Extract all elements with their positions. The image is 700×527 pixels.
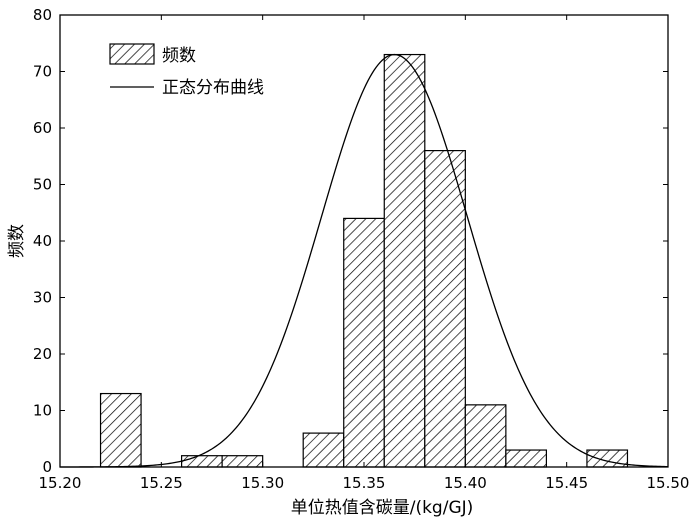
- x-tick-label: 15.20: [39, 474, 82, 492]
- histogram-bar: [424, 150, 466, 468]
- x-tick-label: 15.30: [241, 474, 284, 492]
- x-tick-label: 15.35: [343, 474, 386, 492]
- legend-swatch-bar: [109, 43, 155, 65]
- y-tick-label: 10: [33, 402, 52, 420]
- y-axis-label: 频数: [7, 224, 27, 258]
- histogram-bar: [302, 432, 345, 468]
- x-axis-ticks: 15.20 15.25 15.30 15.35 15.40 15.45 15.50: [39, 15, 690, 492]
- histogram-bar: [383, 53, 426, 468]
- histogram-bar: [464, 404, 507, 468]
- histogram-bar: [343, 217, 385, 468]
- y-tick-label: 70: [33, 63, 52, 81]
- histogram-bar: [181, 455, 223, 468]
- histogram-bar: [99, 392, 142, 468]
- y-tick-label: 50: [33, 176, 52, 194]
- x-tick-label: 15.25: [140, 474, 183, 492]
- legend: 频数 正态分布曲线: [109, 43, 264, 98]
- x-tick-label: 15.50: [647, 474, 690, 492]
- x-axis-label: 单位热值含碳量/(kg/GJ): [291, 498, 474, 518]
- x-tick-label: 15.40: [444, 474, 487, 492]
- histogram-bar: [586, 449, 629, 468]
- histogram-bars: [99, 53, 629, 468]
- y-tick-label: 40: [33, 232, 52, 250]
- y-tick-label: 80: [33, 6, 52, 24]
- x-tick-label: 15.45: [545, 474, 588, 492]
- y-tick-label: 30: [33, 289, 52, 307]
- y-tick-label: 60: [33, 119, 52, 137]
- legend-label-frequency: 频数: [162, 46, 196, 66]
- histogram-bar: [221, 455, 264, 468]
- y-tick-label: 20: [33, 345, 52, 363]
- y-tick-label: 0: [42, 458, 52, 476]
- y-axis-ticks: 0 10 20 30 40 50 60 70 80: [33, 6, 668, 476]
- histogram-bar: [505, 449, 548, 468]
- legend-label-normal-curve: 正态分布曲线: [162, 78, 264, 98]
